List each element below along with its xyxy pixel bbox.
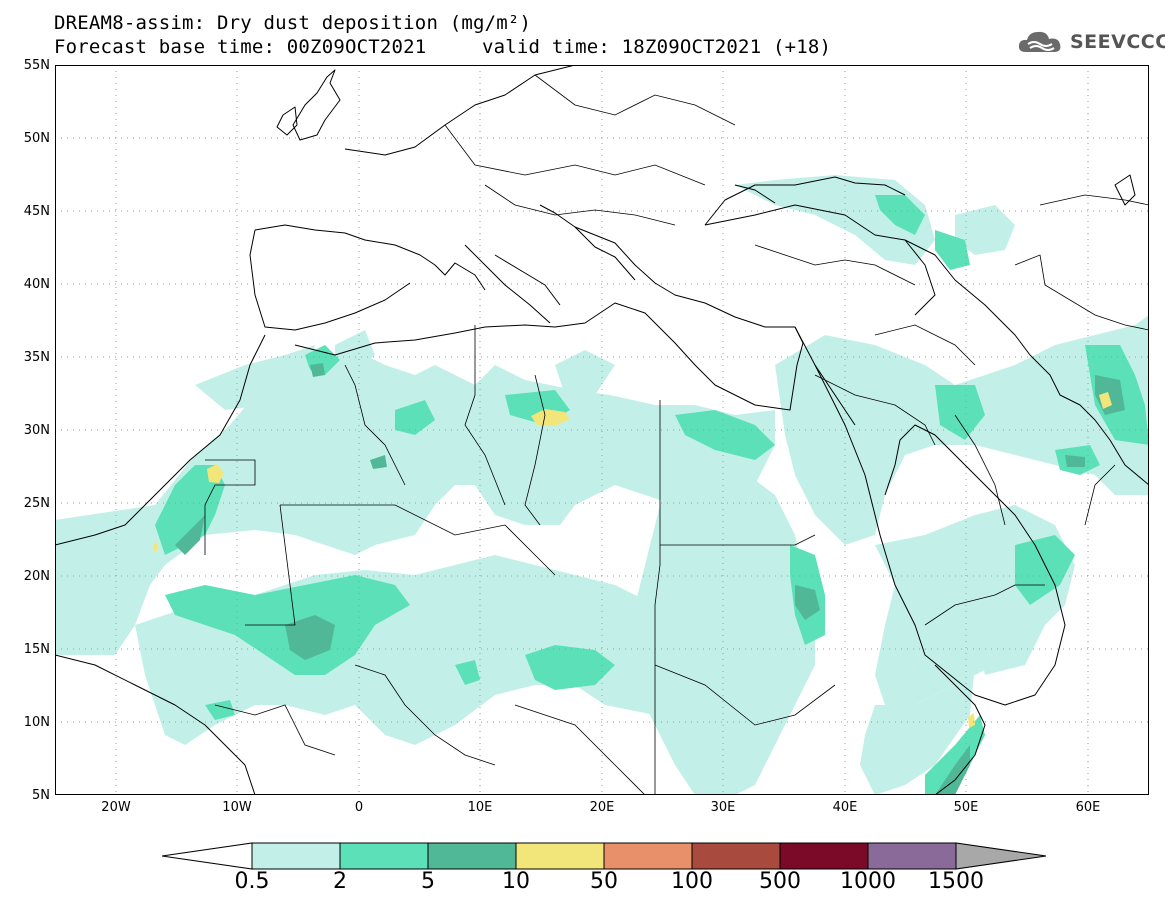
scale-arrow-low xyxy=(161,842,253,870)
lon-label: 50E xyxy=(953,800,979,815)
map-title: DREAM8-assim: Dry dust deposition (mg/m²… xyxy=(54,12,532,34)
scale-label: 100 xyxy=(671,869,713,894)
scale-swatch xyxy=(515,842,605,870)
dust-map xyxy=(55,65,1149,795)
scale-label: 0.5 xyxy=(234,869,270,894)
scale-arrow-high xyxy=(955,842,1047,870)
logo-text: SEEVCCC xyxy=(1070,31,1165,53)
lon-label: 40E xyxy=(832,800,858,815)
lon-label: 60E xyxy=(1075,800,1101,815)
cloud-icon xyxy=(1018,31,1061,52)
scale-swatch xyxy=(779,842,869,870)
scale-label: 500 xyxy=(759,869,801,894)
scale-label: 1500 xyxy=(928,869,984,894)
lon-label: 10E xyxy=(467,800,493,815)
lat-label: 15N xyxy=(23,642,50,657)
lon-label: 20W xyxy=(101,800,131,815)
dust-layer-high xyxy=(154,392,1112,728)
lat-label: 45N xyxy=(23,204,50,219)
lat-label: 55N xyxy=(23,58,50,73)
scale-label: 10 xyxy=(502,869,530,894)
scale-label: 2 xyxy=(333,869,347,894)
valid-time: valid time: 18Z09OCT2021 (+18) xyxy=(482,36,832,58)
scale-label: 1000 xyxy=(840,869,896,894)
lon-label: 20E xyxy=(589,800,615,815)
lon-label: 30E xyxy=(710,800,736,815)
scale-swatch xyxy=(339,842,429,870)
scale-swatch xyxy=(427,842,517,870)
lat-label: 20N xyxy=(23,569,50,584)
base-time: Forecast base time: 00Z09OCT2021 xyxy=(54,36,427,58)
lat-label: 10N xyxy=(23,715,50,730)
lat-label: 5N xyxy=(32,788,50,803)
coastlines xyxy=(55,65,1149,795)
scale-label: 50 xyxy=(590,869,618,894)
lat-label: 35N xyxy=(23,350,50,365)
lon-label: 10W xyxy=(222,800,252,815)
scale-swatch xyxy=(867,842,957,870)
lat-label: 30N xyxy=(23,423,50,438)
seevccc-logo: SEEVCCC xyxy=(1018,28,1165,56)
forecast-times: Forecast base time: 00Z09OCT2021 valid ti… xyxy=(54,36,831,58)
color-scale-bar xyxy=(161,842,1047,870)
lon-label: 0 xyxy=(354,800,364,815)
scale-swatch xyxy=(603,842,693,870)
lat-label: 40N xyxy=(23,277,50,292)
scale-swatch xyxy=(691,842,781,870)
scale-label: 5 xyxy=(421,869,435,894)
borders xyxy=(204,74,1149,795)
dust-layer-dark xyxy=(175,363,1125,795)
lat-label: 25N xyxy=(23,496,50,511)
lat-label: 50N xyxy=(23,131,50,146)
scale-swatch xyxy=(251,842,341,870)
